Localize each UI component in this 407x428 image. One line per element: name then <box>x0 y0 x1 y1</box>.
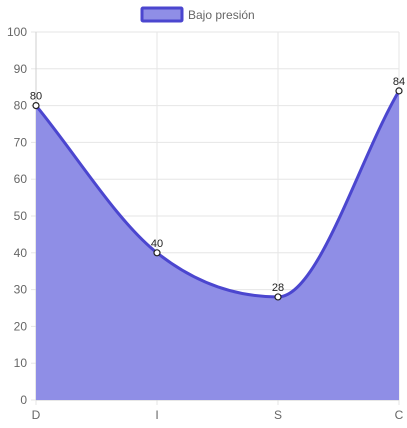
y-tick-label: 70 <box>14 135 28 149</box>
legend-swatch[interactable] <box>140 6 184 23</box>
series-line <box>34 89 401 299</box>
x-tick-label: S <box>274 408 282 422</box>
data-label: 84 <box>393 76 405 88</box>
data-point[interactable] <box>395 87 403 95</box>
area-layer <box>34 89 401 400</box>
x-tick-label: D <box>32 408 41 422</box>
y-tick-label: 50 <box>14 209 28 223</box>
y-tick-label: 0 <box>20 393 27 407</box>
labels-layer: 0 10 20 30 40 50 60 70 80 90 100 D I S C 80 40 28 84 <box>7 25 405 422</box>
y-tick-label: 40 <box>14 246 28 260</box>
data-label: 80 <box>30 91 42 103</box>
data-point[interactable] <box>153 249 161 257</box>
series-area <box>36 90 399 400</box>
y-tick-label: 10 <box>14 356 28 370</box>
y-tick-label: 30 <box>14 283 28 297</box>
x-tick-label: I <box>155 408 158 422</box>
points-layer <box>32 87 403 301</box>
legend[interactable]: Bajo presión <box>140 6 255 23</box>
legend-label[interactable]: Bajo presión <box>188 8 255 22</box>
y-tick-label: 20 <box>14 319 28 333</box>
y-tick-label: 100 <box>7 25 27 39</box>
data-point[interactable] <box>32 101 40 110</box>
y-tick-label: 80 <box>14 99 28 113</box>
x-tick-label: C <box>395 408 404 422</box>
data-label: 40 <box>151 238 163 250</box>
y-tick-label: 90 <box>14 62 28 76</box>
data-point[interactable] <box>274 293 282 301</box>
data-label: 28 <box>272 282 284 294</box>
y-tick-label: 60 <box>14 172 28 186</box>
